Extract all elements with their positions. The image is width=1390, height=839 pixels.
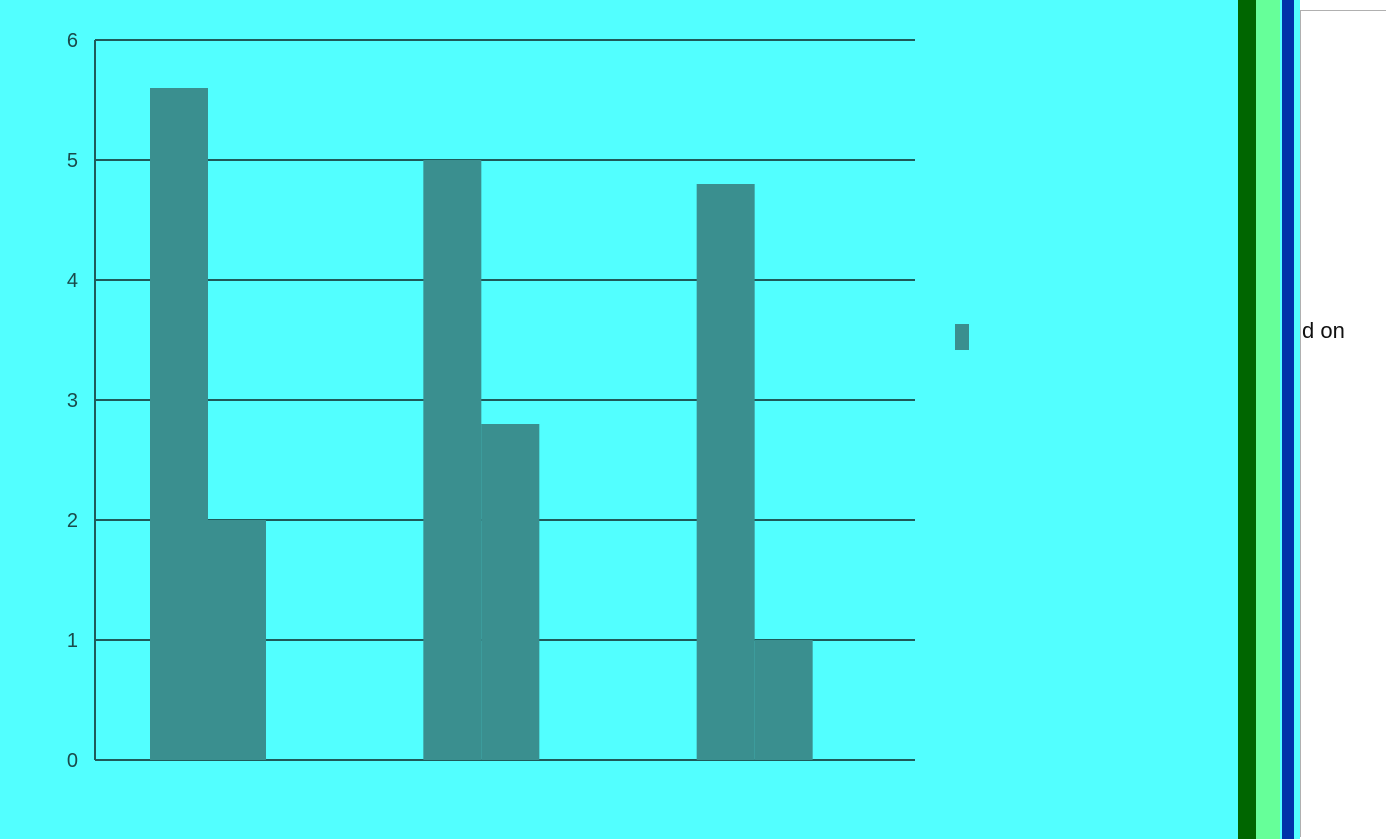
legend-swatch xyxy=(955,324,969,338)
blue-strip xyxy=(1282,0,1294,839)
y-tick-label: 1 xyxy=(67,630,78,652)
y-tick-labels: 0 1 2 3 4 5 6 xyxy=(67,30,78,772)
bar xyxy=(208,520,266,760)
bar xyxy=(481,424,540,760)
y-tick-label: 6 xyxy=(67,30,78,52)
side-panel xyxy=(1300,10,1386,837)
legend xyxy=(955,316,1305,350)
bar xyxy=(696,184,755,760)
bars xyxy=(150,88,813,760)
y-tick-label: 2 xyxy=(67,510,78,532)
y-tick-label: 5 xyxy=(67,150,78,172)
legend-swatch xyxy=(955,336,969,350)
y-tick-label: 0 xyxy=(67,750,78,772)
green-strip-light xyxy=(1256,0,1280,839)
bar xyxy=(150,88,208,760)
bar xyxy=(754,640,813,760)
panel-text: d on xyxy=(1302,318,1345,343)
y-tick-label: 4 xyxy=(67,270,78,292)
y-tick-label: 3 xyxy=(67,390,78,412)
green-strip-dark xyxy=(1238,0,1256,839)
bar xyxy=(423,160,482,760)
